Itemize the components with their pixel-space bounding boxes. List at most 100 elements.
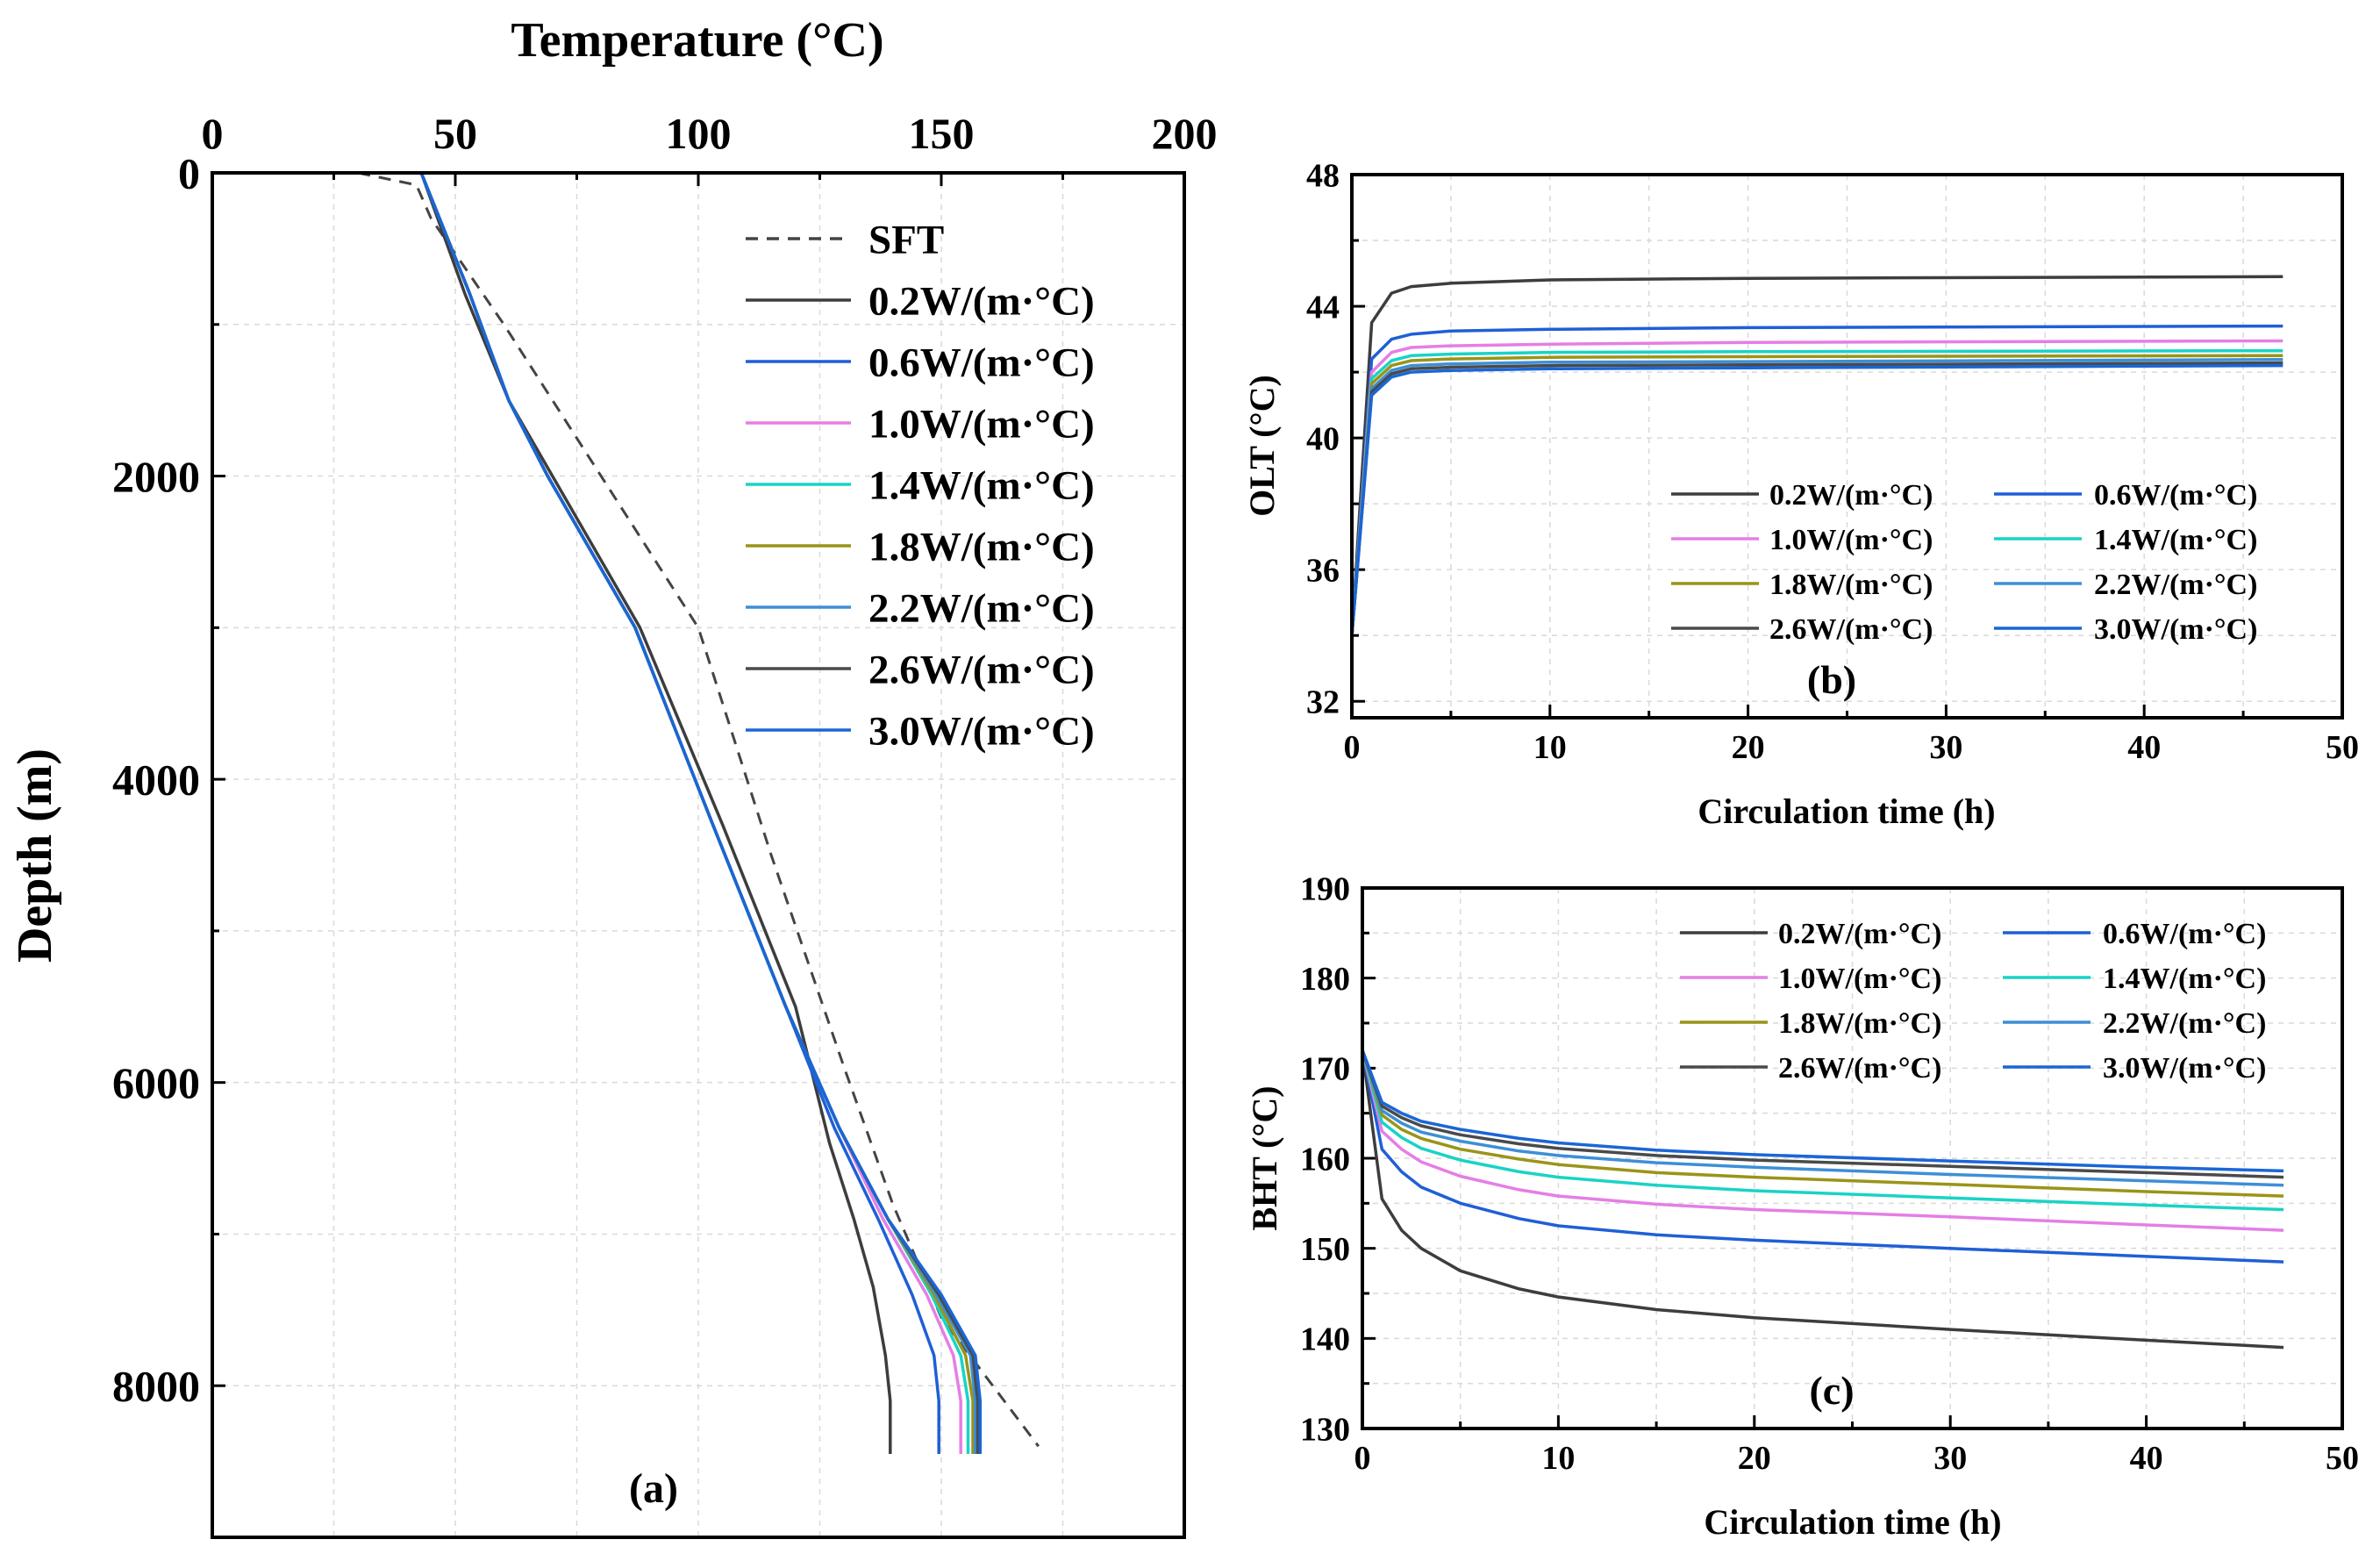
series-line-4 <box>1352 348 2284 636</box>
y-axis-title: BHT (°C) <box>1245 1085 1284 1230</box>
data-lines <box>1352 275 2284 636</box>
legend-label: 1.0W/(m·°C) <box>1778 963 1941 995</box>
y-tick-label: 48 <box>1306 157 1340 194</box>
x-tick-label: 40 <box>2127 729 2161 766</box>
series-line-1 <box>1352 275 2284 636</box>
y-tick-label: 130 <box>1300 1411 1350 1448</box>
panel-b-outlet-temperature: 0 10 20 30 40 50 32 36 40 44 48 Circulation time (h… <box>1242 157 2359 831</box>
legend-label: 3.0W/(m·°C) <box>868 708 1095 754</box>
x-tick-label: 50 <box>433 109 477 158</box>
panel-label: (c) <box>1809 1368 1854 1413</box>
x-tick-label: 30 <box>1929 729 1962 766</box>
y-tick-label: 150 <box>1300 1231 1350 1268</box>
series-line-5 <box>1362 1049 2284 1198</box>
plot-frame <box>211 171 1186 1539</box>
data-lines <box>1362 1049 2284 1350</box>
legend: 0.2W/(m·°C) 0.6W/(m·°C) 1.0W/(m·°C) 1.4W/(m… <box>1680 918 2266 1085</box>
y-tick-label: 36 <box>1306 552 1340 589</box>
y-axis-title: OLT (°C) <box>1242 375 1282 517</box>
series-line-8 <box>1352 363 2284 636</box>
y-tick-label: 160 <box>1300 1141 1350 1178</box>
legend-label: 1.0W/(m·°C) <box>868 401 1095 447</box>
series-line-2 <box>1362 1049 2284 1264</box>
x-tick-label: 40 <box>2130 1440 2163 1477</box>
legend-label: 2.2W/(m·°C) <box>868 585 1095 631</box>
x-tick-label: 20 <box>1732 729 1765 766</box>
legend-label: 0.2W/(m·°C) <box>1769 479 1933 512</box>
series-line-5 <box>1352 354 2284 636</box>
legend-label: 1.4W/(m·°C) <box>2094 524 2257 556</box>
plot-frame <box>1350 173 2344 720</box>
legend-label: 2.6W/(m·°C) <box>1778 1052 1941 1085</box>
x-tick-label: 20 <box>1738 1440 1771 1477</box>
x-tick-label: 10 <box>1541 1440 1575 1477</box>
legend-label: 0.6W/(m·°C) <box>868 340 1095 385</box>
x-axis-title: Circulation time (h) <box>1697 791 1995 831</box>
legend-label: 1.8W/(m·°C) <box>1769 569 1933 601</box>
y-axis-title: Depth (m) <box>8 748 62 963</box>
y-tick-label: 0 <box>178 149 200 198</box>
legend: 0.2W/(m·°C) 0.6W/(m·°C) 1.0W/(m·°C) 1.4W/(m… <box>1671 479 2257 646</box>
series-line-6 <box>1352 358 2284 636</box>
y-tick-label: 2000 <box>112 452 200 501</box>
legend-label: SFT <box>868 217 944 262</box>
x-tick-label: 50 <box>2326 1440 2359 1477</box>
x-tick-label: 100 <box>666 109 732 158</box>
x-tick-label: 0 <box>1344 729 1361 766</box>
series-line-3 <box>1352 339 2284 636</box>
y-tick-label: 40 <box>1306 420 1340 457</box>
series-line-2 <box>419 173 940 1454</box>
y-tick-label: 4000 <box>112 755 200 805</box>
series-line-8 <box>1362 1049 2284 1173</box>
series-line-6 <box>1362 1049 2284 1187</box>
x-tick-label: 200 <box>1152 109 1218 158</box>
y-tick-label: 190 <box>1300 870 1350 907</box>
x-tick-label: 150 <box>909 109 975 158</box>
series-line-3 <box>1362 1049 2284 1232</box>
legend-label: 2.6W/(m·°C) <box>1769 613 1933 646</box>
series-line-7 <box>1352 361 2284 636</box>
panel-c-bottom-hole-temperature: 0 10 20 30 40 50 130 140 150 160 170 180 190 Circulat… <box>1245 870 2359 1542</box>
panel-label: (b) <box>1807 657 1856 702</box>
series-line-4 <box>1362 1049 2284 1212</box>
x-axis-title: Temperature (°C) <box>511 13 883 68</box>
legend-label: 0.6W/(m·°C) <box>2094 479 2257 512</box>
legend-label: 1.4W/(m·°C) <box>868 462 1095 508</box>
y-tick-label: 6000 <box>112 1058 200 1107</box>
legend-label: 0.2W/(m·°C) <box>868 278 1095 324</box>
legend-label: 1.4W/(m·°C) <box>2103 963 2266 995</box>
x-tick-label: 10 <box>1533 729 1567 766</box>
y-tick-label: 44 <box>1306 289 1340 326</box>
series-line-2 <box>1352 324 2284 636</box>
y-tick-label: 8000 <box>112 1362 200 1411</box>
x-tick-label: 30 <box>1933 1440 1967 1477</box>
x-axis-title: Circulation time (h) <box>1704 1502 2001 1542</box>
y-tick-label: 170 <box>1300 1051 1350 1088</box>
y-tick-label: 180 <box>1300 961 1350 998</box>
series-line-1 <box>1362 1049 2284 1350</box>
legend: SFT 0.2W/(m·°C) 0.6W/(m·°C) 1.0W/(m·°C) 1.4W… <box>746 217 1095 754</box>
x-tick-label: 0 <box>202 109 224 158</box>
legend-label: 2.2W/(m·°C) <box>2103 1007 2266 1040</box>
legend-label: 3.0W/(m·°C) <box>2103 1052 2266 1085</box>
series-line-8 <box>419 173 983 1454</box>
legend-label: 2.2W/(m·°C) <box>2094 569 2257 601</box>
data-lines <box>357 173 1040 1454</box>
y-tick-label: 140 <box>1300 1321 1350 1358</box>
legend-label: 1.8W/(m·°C) <box>1778 1007 1941 1040</box>
panel-label: (a) <box>629 1465 678 1512</box>
plot-frame <box>1361 886 2344 1430</box>
x-tick-label: 0 <box>1354 1440 1371 1477</box>
legend-label: 0.6W/(m·°C) <box>2103 918 2266 950</box>
series-line-7 <box>1362 1049 2284 1179</box>
legend-label: 1.0W/(m·°C) <box>1769 524 1933 556</box>
legend-label: 2.6W/(m·°C) <box>868 647 1095 692</box>
legend-label: 0.2W/(m·°C) <box>1778 918 1941 950</box>
gridlines <box>212 173 1184 1537</box>
axis-ticks: 0 10 20 30 40 50 32 36 40 44 48 <box>1306 157 2359 766</box>
y-tick-label: 32 <box>1306 684 1340 721</box>
panel-a-temperature-profile: 0 50 100 150 20002000400060008000Temperature… <box>8 13 1218 1539</box>
legend-label: 3.0W/(m·°C) <box>2094 613 2257 646</box>
